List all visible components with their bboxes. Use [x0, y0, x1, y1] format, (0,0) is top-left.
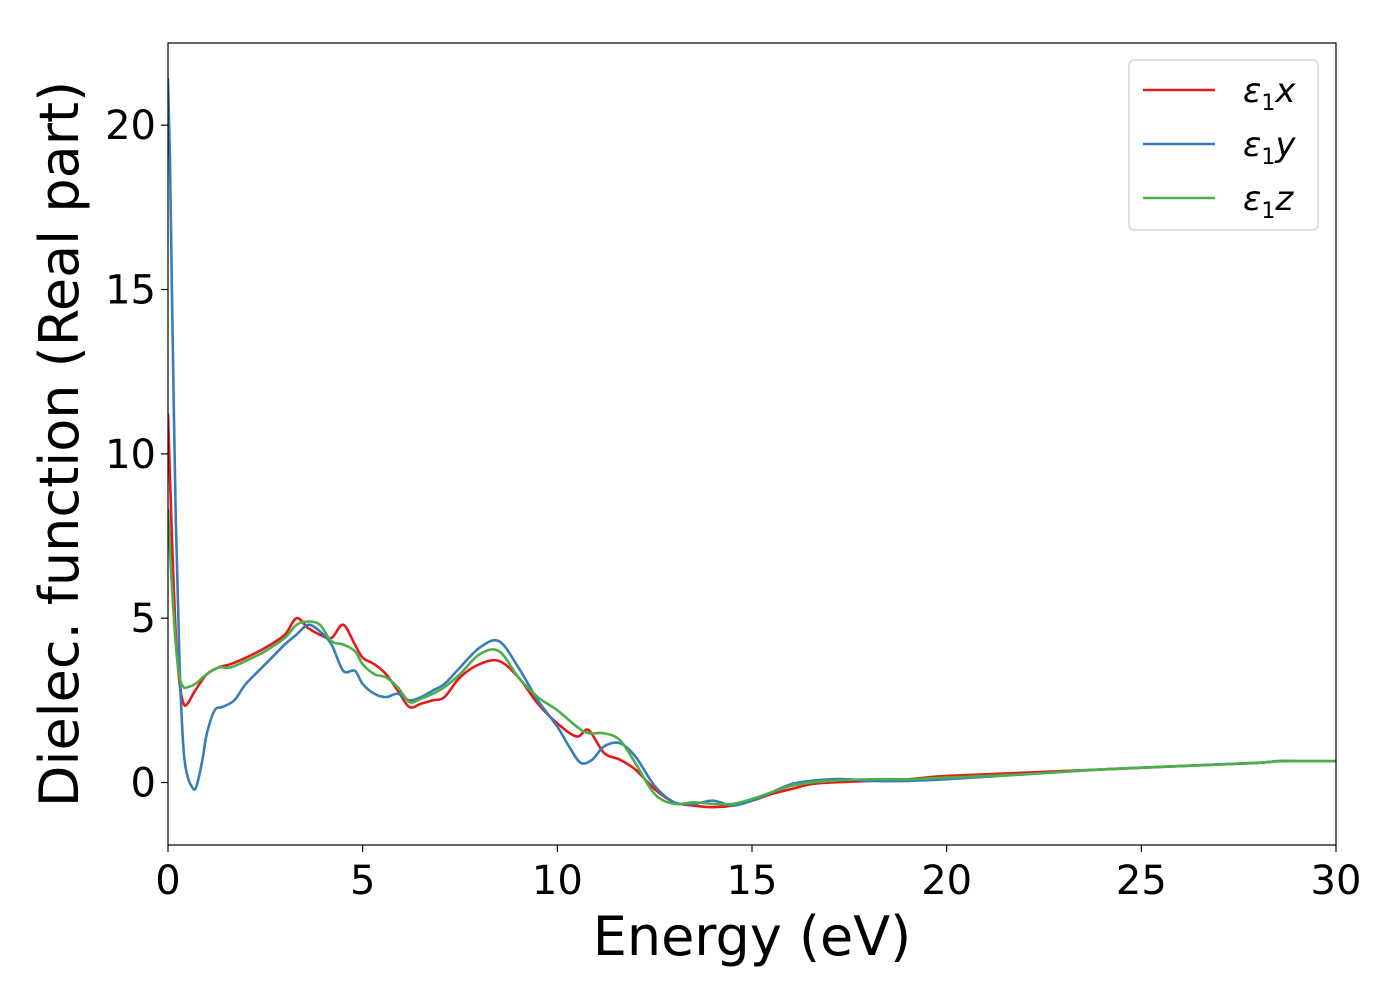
y-tick-label: 10: [105, 432, 156, 478]
y-tick-label: 15: [105, 268, 156, 314]
x-tick-label: 10: [532, 858, 583, 904]
series-layer: [168, 77, 1336, 809]
legend-label-y: ε1y: [1243, 125, 1296, 170]
x-axis-title: Energy (eV): [593, 905, 912, 968]
y-tick-label: 5: [131, 596, 156, 642]
y-axis: 0 5 10 15 20: [105, 103, 168, 807]
x-tick-label: 15: [727, 858, 778, 904]
x-tick-label: 0: [155, 858, 180, 904]
legend-box: [1128, 59, 1319, 231]
legend-label-z: ε1z: [1243, 179, 1294, 224]
y-axis-title: Dielec. function (Real part): [28, 81, 91, 807]
y-tick-label: 0: [131, 761, 156, 807]
y-tick-label: 20: [105, 103, 156, 149]
legend-label-x: ε1x: [1243, 71, 1296, 116]
x-tick-label: 20: [921, 858, 972, 904]
x-axis: 0 5 10 15 20 25 30: [155, 845, 1361, 904]
series-line-y: [168, 77, 1336, 807]
x-tick-label: 5: [350, 858, 375, 904]
x-tick-label: 25: [1116, 858, 1167, 904]
legend: ε1x ε1y ε1z: [1128, 59, 1319, 231]
series-line-z: [168, 508, 1336, 806]
x-tick-label: 30: [1311, 858, 1362, 904]
